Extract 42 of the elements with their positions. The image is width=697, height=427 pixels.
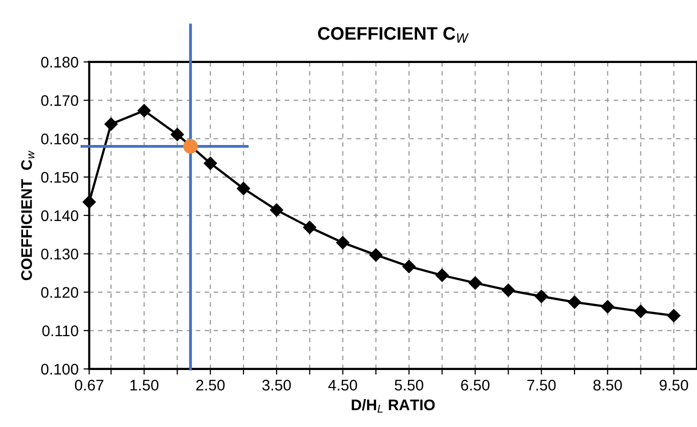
point: [634, 304, 648, 318]
point: [236, 182, 250, 196]
y-axis-title: COEFFICIENT C$_{w}$: [21, 150, 34, 280]
y-tick-label: 0.100: [41, 364, 78, 375]
x-axis-title: D/H$_{L}$ RATIO: [352, 399, 435, 413]
x-tick-label: 8.50: [593, 380, 622, 391]
chart-title: COEFFICIENT C$_{W}$: [318, 27, 469, 43]
y-tick-label: 0.170: [41, 95, 78, 106]
point: [303, 220, 316, 234]
x-tick-label: 3.50: [262, 380, 291, 391]
y-tick-label: 0.110: [42, 325, 78, 336]
x-tick-label: 4.50: [328, 380, 358, 391]
x-tick-label: 9.50: [660, 380, 688, 391]
point: [402, 260, 416, 274]
x-tick-label: 2.50: [196, 380, 225, 391]
point: [568, 296, 582, 309]
x-tick-label: 1.50: [130, 380, 158, 391]
point: [82, 195, 96, 209]
point: [601, 300, 614, 314]
point: [502, 284, 515, 297]
y-tick-label: 0.160: [41, 134, 78, 144]
y-tick-label: 0.140: [41, 210, 78, 222]
point: [468, 276, 482, 290]
point: [534, 290, 548, 303]
point: [204, 156, 217, 170]
point: [336, 236, 350, 250]
point: [170, 128, 184, 142]
point: [369, 248, 382, 262]
point: [667, 308, 680, 322]
x-tick-label: 5.50: [394, 380, 424, 391]
x-tick-label: 0.67: [74, 380, 104, 391]
y-tick-label: 0.130: [41, 248, 78, 260]
point: [138, 104, 151, 118]
point: [183, 139, 198, 154]
point: [104, 118, 118, 131]
y-tick-label: 0.120: [41, 287, 78, 298]
y-tick-label: 0.150: [41, 172, 78, 183]
point: [270, 203, 284, 217]
point: [436, 268, 449, 282]
x-tick-label: 7.50: [527, 380, 556, 391]
x-tick-label: 6.50: [461, 380, 490, 391]
y-tick-label: 0.180: [41, 56, 78, 68]
